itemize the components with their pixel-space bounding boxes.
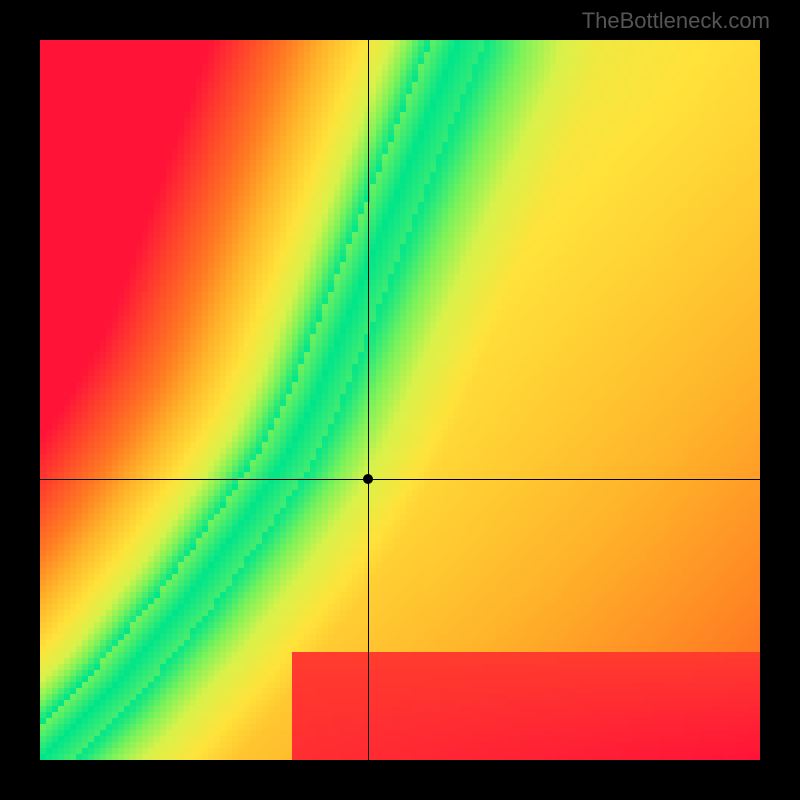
heatmap-canvas: [40, 40, 760, 760]
marker-dot: [363, 474, 373, 484]
plot-area: [40, 40, 760, 760]
watermark-text: TheBottleneck.com: [582, 8, 770, 34]
crosshair-horizontal: [40, 479, 760, 480]
chart-container: TheBottleneck.com: [0, 0, 800, 800]
crosshair-vertical: [368, 40, 369, 760]
